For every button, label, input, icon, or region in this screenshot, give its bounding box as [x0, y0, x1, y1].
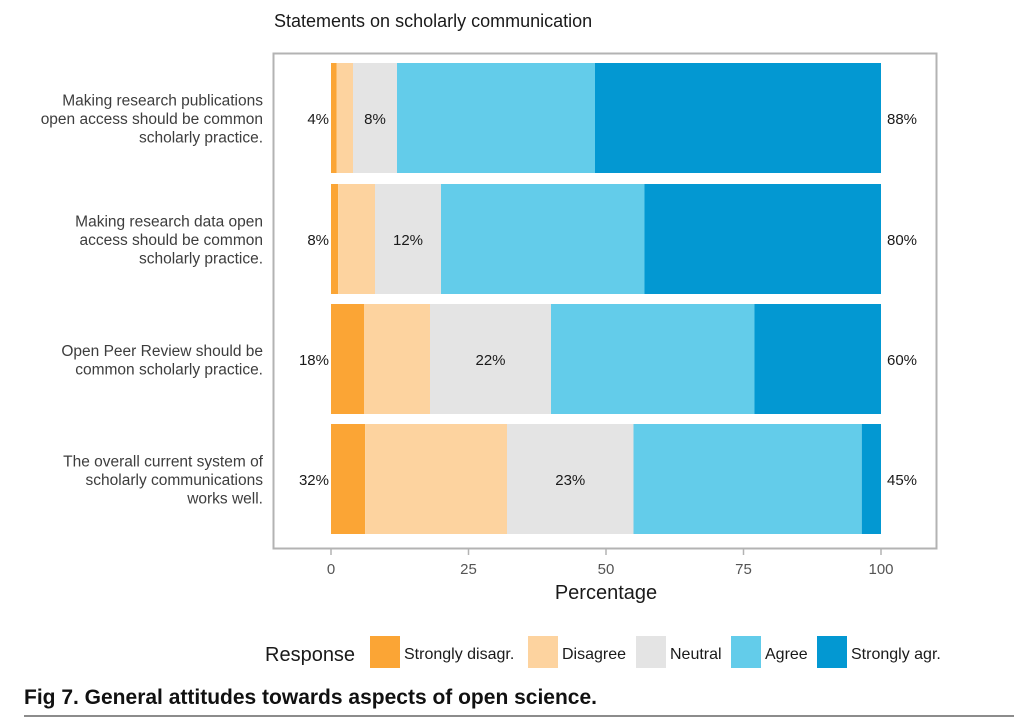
bar-segment-4-neutral: [507, 424, 634, 534]
legend-label: Agree: [765, 646, 808, 663]
bar-labels-layer: 4% 8% 88% 8% 12% 80% 18% 22% 60% 32% 23% 45%: [299, 111, 917, 489]
bar-segment-3-neutral: [430, 304, 551, 414]
bar-segment-2-neutral: [375, 184, 441, 294]
bar-segment-4-strongly-agr: [861, 424, 881, 534]
panel-border: [272, 52, 938, 550]
legend: Response Strongly disagr. Disagree Neutral…: [265, 636, 941, 668]
bars-layer: [331, 63, 881, 534]
legend-label: Strongly agr.: [851, 646, 941, 663]
bar-segment-1-disagree: [336, 63, 353, 173]
category-label-line: common scholarly practice.: [75, 361, 263, 378]
right-percent-label: 80%: [887, 232, 917, 249]
right-percent-label: 60%: [887, 352, 917, 369]
legend-swatch: [370, 636, 400, 668]
legend-swatch: [731, 636, 761, 668]
bar-segment-2-disagree: [338, 184, 375, 294]
bar-segment-2-agree: [441, 184, 645, 294]
legend-swatch: [528, 636, 558, 668]
bar-segment-2-strongly-agr: [644, 184, 881, 294]
category-label-line: scholarly practice.: [139, 251, 263, 268]
category-label-line: works well.: [186, 491, 263, 508]
bar-segment-3-agree: [551, 304, 755, 414]
bar-segment-3-strongly-agr: [754, 304, 881, 414]
bar-segment-4-agree: [633, 424, 862, 534]
legend-swatch: [636, 636, 666, 668]
category-label-line: The overall current system of: [63, 454, 264, 471]
category-label-line: Making research data open: [75, 214, 263, 231]
category-label-line: Making research publications: [62, 93, 263, 110]
left-percent-label: 8%: [307, 232, 329, 249]
legend-label: Strongly disagr.: [404, 646, 514, 663]
category-label-line: access should be common: [79, 232, 263, 249]
bar-segment-4-disagree: [365, 424, 507, 534]
chart-title: Statements on scholarly communication: [274, 11, 592, 31]
legend-label: Neutral: [670, 646, 722, 663]
bar-segment-3-strongly-disagr: [331, 304, 364, 414]
figure-caption: Fig 7. General attitudes towards aspects…: [24, 686, 597, 709]
bar-segment-1-neutral: [353, 63, 397, 173]
bar-segment-1-strongly-agr: [595, 63, 881, 173]
caption-divider: [24, 715, 1014, 717]
left-percent-label: 32%: [299, 472, 329, 489]
bar-segment-1-agree: [397, 63, 595, 173]
legend-label: Disagree: [562, 646, 626, 663]
legend-swatch: [817, 636, 847, 668]
right-percent-label: 88%: [887, 111, 917, 128]
right-percent-label: 45%: [887, 472, 917, 489]
left-percent-label: 4%: [307, 111, 329, 128]
bar-segment-1-strongly-disagr: [331, 63, 337, 173]
category-label-line: open access should be common: [41, 111, 263, 128]
x-tick-label: 50: [598, 561, 615, 578]
x-tick-label: 25: [460, 561, 477, 578]
bar-segment-2-strongly-disagr: [331, 184, 339, 294]
neutral-percent-label: 23%: [555, 472, 585, 489]
x-tick-label: 0: [327, 561, 335, 578]
x-tick-label: 75: [735, 561, 752, 578]
legend-title: Response: [265, 644, 355, 666]
category-label-line: scholarly communications: [86, 472, 264, 489]
neutral-percent-label: 12%: [393, 232, 423, 249]
neutral-percent-label: 8%: [364, 111, 386, 128]
x-tick-label: 100: [868, 561, 893, 578]
neutral-percent-label: 22%: [475, 352, 505, 369]
x-axis-ticks: 0 25 50 75 100: [327, 549, 894, 578]
bar-segment-4-strongly-disagr: [331, 424, 366, 534]
category-label-line: scholarly practice.: [139, 130, 263, 147]
bar-segment-3-disagree: [364, 304, 430, 414]
x-axis-label: Percentage: [555, 582, 657, 604]
left-percent-label: 18%: [299, 352, 329, 369]
category-label-line: Open Peer Review should be: [61, 343, 263, 360]
